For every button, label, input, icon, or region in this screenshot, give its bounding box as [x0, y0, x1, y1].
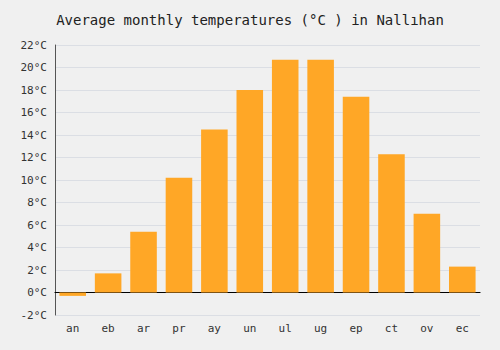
svg-text:18°C: 18°C — [21, 84, 48, 97]
svg-text:an: an — [66, 322, 79, 335]
svg-text:ul: ul — [279, 322, 292, 335]
svg-text:22°C: 22°C — [21, 39, 48, 52]
svg-text:eb: eb — [102, 322, 115, 335]
svg-text:-2°C: -2°C — [21, 309, 48, 322]
svg-text:16°C: 16°C — [21, 106, 48, 119]
svg-text:ct: ct — [385, 322, 398, 335]
svg-text:ec: ec — [456, 322, 469, 335]
svg-text:un: un — [243, 322, 256, 335]
svg-text:4°C: 4°C — [27, 241, 47, 254]
svg-text:10°C: 10°C — [21, 174, 48, 187]
svg-text:ar: ar — [137, 322, 151, 335]
svg-text:20°C: 20°C — [21, 61, 48, 74]
svg-text:pr: pr — [172, 322, 186, 335]
svg-text:2°C: 2°C — [27, 264, 47, 277]
svg-text:6°C: 6°C — [27, 219, 47, 232]
svg-text:14°C: 14°C — [21, 129, 48, 142]
svg-text:ay: ay — [208, 322, 222, 335]
svg-text:ov: ov — [420, 322, 434, 335]
svg-text:0°C: 0°C — [27, 286, 47, 299]
svg-text:ug: ug — [314, 322, 327, 335]
svg-text:12°C: 12°C — [21, 151, 48, 164]
svg-text:8°C: 8°C — [27, 196, 47, 209]
svg-text:Average monthly temperatures (: Average monthly temperatures (°C ) in Na… — [56, 12, 444, 28]
svg-text:ep: ep — [349, 322, 362, 335]
